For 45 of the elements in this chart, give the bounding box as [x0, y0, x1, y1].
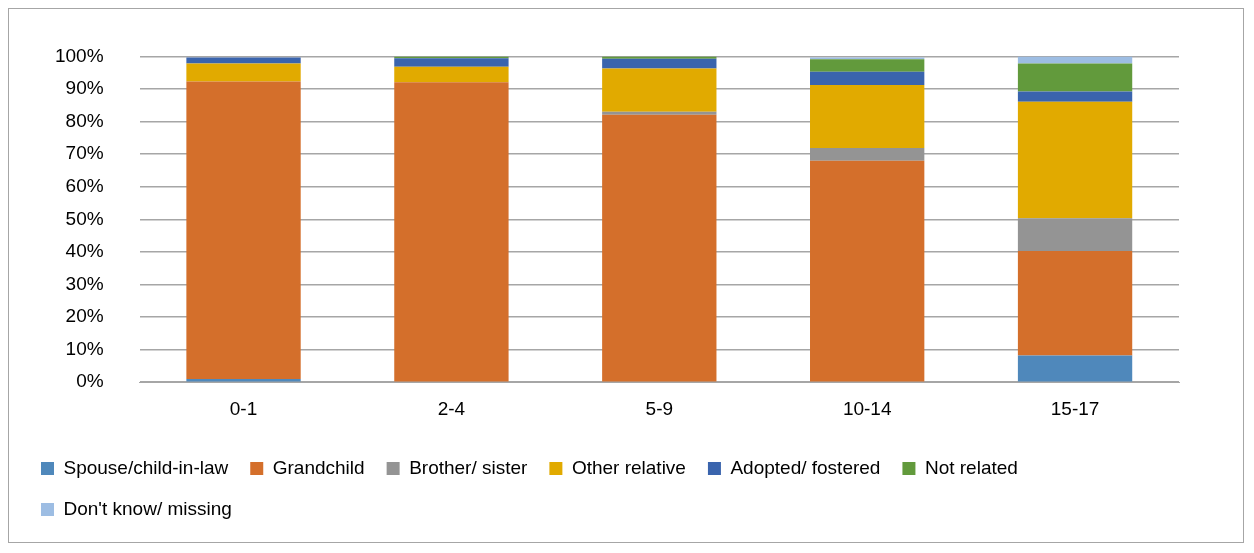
bar: [1017, 101, 1133, 219]
bar: [602, 68, 717, 112]
bar: [394, 66, 509, 83]
x-tick-label: 2-4: [437, 397, 466, 419]
y-tick-label: 10%: [65, 337, 104, 359]
y-tick-label: 90%: [65, 77, 104, 99]
x-tick-label: 15-17: [1050, 397, 1100, 419]
bar: [810, 59, 925, 72]
bar: [810, 71, 925, 86]
bar: [810, 160, 925, 382]
bar: [810, 85, 925, 148]
legend-label: Other relative: [571, 456, 686, 478]
legend-label: Adopted/ fostered: [730, 456, 881, 478]
y-tick-label: 100%: [54, 44, 104, 66]
legend-label: Brother/ sister: [409, 456, 529, 478]
y-tick-label: 80%: [65, 109, 104, 131]
bar: [602, 114, 717, 382]
legend-label: Grandchild: [272, 456, 365, 478]
bar: [602, 111, 717, 115]
y-tick-label: 60%: [65, 174, 104, 196]
y-tick-label: 40%: [65, 240, 104, 262]
bar: [394, 58, 509, 67]
legend-label: Spouse/child-in-law: [63, 456, 229, 478]
y-tick-label: 20%: [65, 305, 104, 327]
bar: [1017, 250, 1133, 356]
bar: [1017, 91, 1133, 102]
bar: [1017, 56, 1133, 64]
bar: [1017, 63, 1133, 92]
bar: [602, 58, 717, 69]
y-tick-label: 50%: [65, 207, 104, 229]
x-tick-label: 10-14: [842, 397, 892, 419]
bar: [810, 147, 925, 161]
bar: [1017, 218, 1133, 251]
bar: [186, 57, 301, 64]
bar: [186, 63, 301, 82]
bar: [186, 81, 301, 379]
y-tick-label: 30%: [65, 272, 104, 294]
y-tick-label: 0%: [76, 370, 104, 392]
legend-label: Not related: [924, 456, 1018, 478]
y-tick-label: 70%: [65, 142, 104, 164]
bar: [394, 82, 509, 382]
x-tick-label: 0-1: [229, 397, 258, 419]
bar: [1017, 355, 1133, 382]
legend-label: Don't know/ missing: [63, 497, 232, 519]
x-tick-label: 5-9: [645, 397, 674, 419]
